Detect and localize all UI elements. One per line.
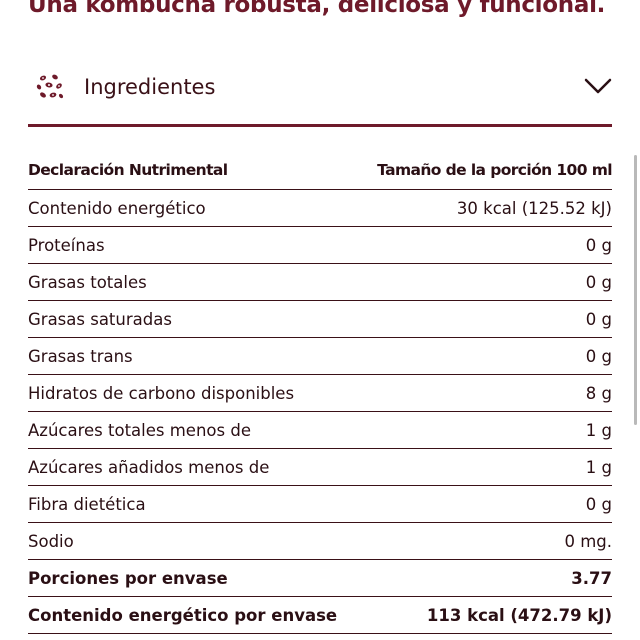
nutrient-value: 0 g <box>585 346 612 366</box>
nutrient-label: Proteínas <box>28 235 105 255</box>
nutrient-value: 0 g <box>585 494 612 514</box>
table-row: Contenido energético 30 kcal (125.52 kJ) <box>28 190 612 227</box>
ingredients-accordion-toggle[interactable]: Ingredientes <box>28 64 612 110</box>
nutrition-header-serving: Tamaño de la porción 100 ml <box>377 161 612 179</box>
nutrient-label: Fibra dietética <box>28 494 146 514</box>
nutrient-label: Grasas trans <box>28 346 133 366</box>
nutrient-label: Contenido energético por envase <box>28 605 338 625</box>
nutrient-value: 113 kcal (472.79 kJ) <box>426 605 612 625</box>
nutrient-value: 30 kcal (125.52 kJ) <box>456 198 612 218</box>
nutrient-label: Hidratos de carbono disponibles <box>28 383 295 403</box>
nutrient-label: Grasas saturadas <box>28 309 172 329</box>
table-row: Azúcares totales menos de 1 g <box>28 412 612 449</box>
nutrient-label: Sodio <box>28 531 74 551</box>
table-row: Porciones por envase 3.77 <box>28 560 612 597</box>
accordion-divider <box>28 124 612 127</box>
nutrition-header-label: Declaración Nutrimental <box>28 161 228 179</box>
nutrient-value: 0 g <box>585 235 612 255</box>
nutrient-label: Contenido energético <box>28 198 206 218</box>
nutrition-header-row: Declaración Nutrimental Tamaño de la por… <box>28 151 613 190</box>
table-row: Grasas trans 0 g <box>28 338 612 375</box>
table-row: Grasas totales 0 g <box>28 264 612 301</box>
nutrient-value: 1 g <box>585 457 612 477</box>
table-row: Azúcares añadidos menos de 1 g <box>28 449 612 486</box>
nutrient-value: 0 g <box>585 309 612 329</box>
page-scrollbar[interactable] <box>634 155 637 425</box>
nutrient-value: 8 g <box>585 383 612 403</box>
table-row: Fibra dietética 0 g <box>28 486 612 523</box>
table-row: Grasas saturadas 0 g <box>28 301 612 338</box>
page-headline: Una kombucha robusta, deliciosa y funcio… <box>28 0 606 18</box>
table-row: Proteínas 0 g <box>28 227 612 264</box>
accordion-label: Ingredientes <box>84 75 216 99</box>
table-row: Sodio 0 mg. <box>28 523 612 560</box>
table-row: Hidratos de carbono disponibles 8 g <box>28 375 612 412</box>
nutrient-value: 0 mg. <box>564 531 612 551</box>
table-row: Contenido energético por envase 113 kcal … <box>28 597 612 634</box>
nutrient-value: 1 g <box>585 420 612 440</box>
nutrient-label: Porciones por envase <box>28 568 228 588</box>
nutrient-value: 0 g <box>585 272 612 292</box>
nutrient-label: Azúcares añadidos menos de <box>28 457 270 477</box>
chevron-down-icon[interactable] <box>584 74 612 98</box>
seeds-icon <box>36 74 64 99</box>
nutrient-label: Azúcares totales menos de <box>28 420 251 440</box>
nutrition-facts-table: Declaración Nutrimental Tamaño de la por… <box>28 151 613 634</box>
nutrient-label: Grasas totales <box>28 272 147 292</box>
nutrient-value: 3.77 <box>571 568 612 588</box>
